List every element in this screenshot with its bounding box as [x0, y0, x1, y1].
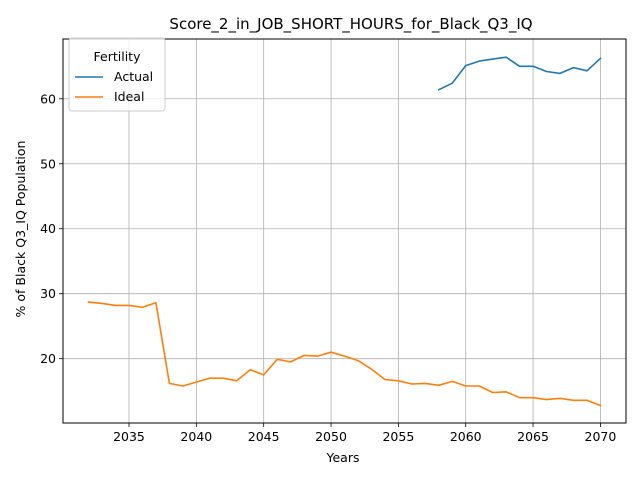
legend-box — [68, 37, 166, 112]
y-tick-label: 50 — [40, 156, 56, 171]
plot-frame — [62, 38, 627, 424]
x-tick-label: 2050 — [315, 429, 347, 444]
plot-lines — [87, 56, 602, 407]
legend-label-actual: Actual — [114, 69, 153, 84]
x-tick-label: 2055 — [382, 429, 414, 444]
legend-label-ideal: Ideal — [114, 89, 144, 104]
x-tick-label: 2040 — [180, 429, 212, 444]
series-line-actual — [437, 56, 602, 91]
x-tick-label: 2035 — [113, 429, 145, 444]
x-tick-label: 2045 — [248, 429, 280, 444]
chart-title: Score_2_in_JOB_SHORT_HOURS_for_Black_Q3_… — [169, 15, 532, 34]
x-axis: 2035 2040 2045 2050 2055 2060 2065 2070 — [113, 423, 616, 444]
y-axis: 20 30 40 50 60 — [40, 91, 63, 366]
y-axis-label: % of Black Q3_IQ Population — [13, 141, 28, 318]
x-tick-label: 2070 — [585, 429, 617, 444]
y-tick-label: 30 — [40, 286, 56, 301]
grid — [63, 39, 626, 423]
legend: Fertility Actual Ideal — [68, 37, 166, 112]
legend-title: Fertility — [94, 49, 142, 64]
y-tick-label: 40 — [40, 221, 56, 236]
y-tick-label: 20 — [40, 351, 56, 366]
x-tick-label: 2060 — [450, 429, 482, 444]
x-tick-label: 2065 — [517, 429, 549, 444]
series-line-ideal — [87, 301, 602, 407]
x-axis-label: Years — [326, 450, 360, 465]
y-tick-label: 60 — [40, 91, 56, 106]
